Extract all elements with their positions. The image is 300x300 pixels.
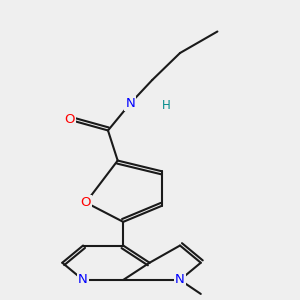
Text: H: H — [162, 99, 170, 112]
Text: O: O — [64, 113, 74, 126]
Text: N: N — [175, 273, 185, 286]
Text: O: O — [81, 196, 91, 209]
Text: N: N — [125, 97, 135, 110]
Text: N: N — [78, 273, 88, 286]
